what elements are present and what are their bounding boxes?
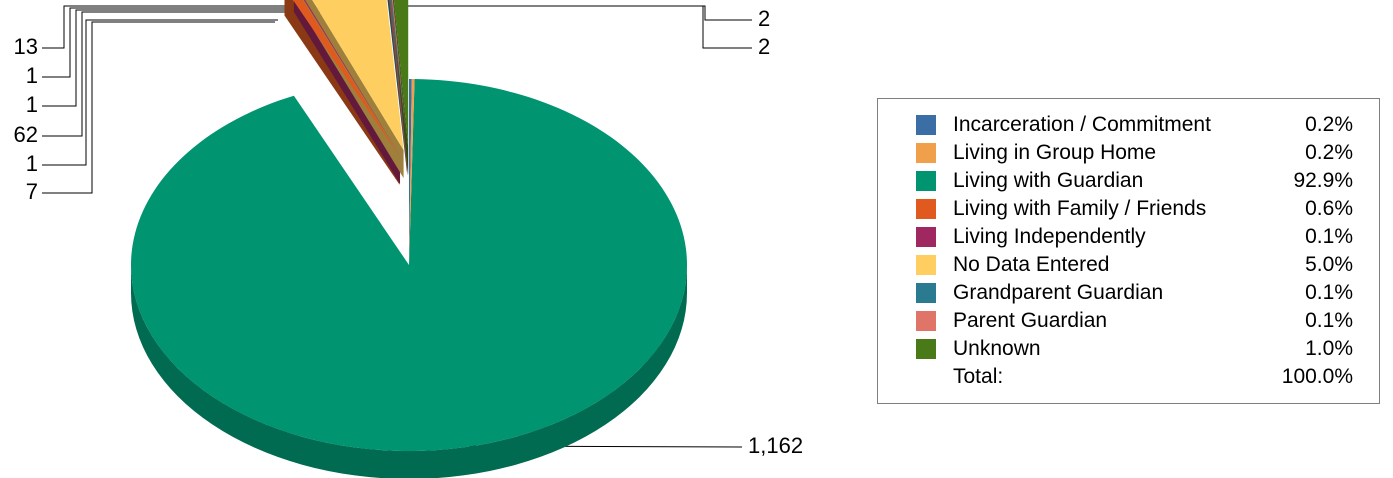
legend-item: Living in Group Home 0.2% xyxy=(878,139,1381,167)
legend-percent: 92.9% xyxy=(1293,169,1353,192)
legend-total-label: Total: xyxy=(953,365,1004,388)
legend-percent: 0.2% xyxy=(1305,141,1353,164)
legend-swatch xyxy=(916,255,936,275)
pie-slice xyxy=(393,0,409,148)
value-label: 13 xyxy=(14,34,38,59)
legend-label: Incarceration / Commitment xyxy=(953,113,1211,136)
value-label: 1,162 xyxy=(748,433,803,458)
legend-swatch xyxy=(916,199,936,219)
legend-item: Living with Family / Friends 0.6% xyxy=(878,195,1381,223)
legend-item: Grandparent Guardian 0.1% xyxy=(878,279,1381,307)
pie-slice-side xyxy=(391,0,409,176)
pie-slice xyxy=(131,79,687,451)
legend-item: Unknown 1.0% xyxy=(878,335,1381,363)
legend-percent: 1.0% xyxy=(1305,337,1353,360)
leader-line xyxy=(42,9,374,107)
legend-swatch xyxy=(916,339,936,359)
legend-label: Unknown xyxy=(953,337,1041,360)
legend-percent: 0.1% xyxy=(1305,281,1353,304)
pie-slice xyxy=(303,0,401,156)
legend-swatch xyxy=(916,171,936,191)
legend-label: Living with Guardian xyxy=(953,169,1144,192)
leader-line xyxy=(396,5,752,49)
legend-item: Incarceration / Commitment 0.2% xyxy=(878,111,1381,139)
leader-line xyxy=(400,5,752,21)
leader-line xyxy=(42,5,384,49)
leader-line xyxy=(42,21,275,194)
legend-swatch xyxy=(916,311,936,331)
legend-item: Living Independently 0.1% xyxy=(878,223,1381,251)
legend-label: No Data Entered xyxy=(953,253,1110,276)
legend-swatch xyxy=(916,115,936,135)
leader-line xyxy=(42,19,278,166)
pie-slice-side xyxy=(284,0,400,185)
pie-slices xyxy=(131,0,687,478)
legend-percent: 0.1% xyxy=(1305,225,1353,248)
legend-percent: 0.1% xyxy=(1305,309,1353,332)
pie-slice xyxy=(312,0,404,151)
legend-item: Living with Guardian 92.9% xyxy=(878,167,1381,195)
legend-percent: 5.0% xyxy=(1305,253,1353,276)
value-label: 2 xyxy=(758,6,770,31)
legend-swatch xyxy=(916,283,936,303)
legend-label: Grandparent Guardian xyxy=(953,281,1164,304)
value-label: 62 xyxy=(14,122,38,147)
value-labels: 2 2 1,162 7 1 62 1 1 13 xyxy=(14,6,804,458)
legend-total-row: Total: 100.0% xyxy=(878,363,1381,391)
value-label: 1 xyxy=(26,63,38,88)
legend-label: Living in Group Home xyxy=(953,141,1157,164)
pie-slice xyxy=(409,79,412,265)
pie-slice xyxy=(390,0,408,148)
legend: Incarceration / Commitment 0.2% Living i… xyxy=(877,98,1380,404)
legend-label: Living Independently xyxy=(953,225,1146,248)
pie-slice xyxy=(409,79,415,265)
value-label: 7 xyxy=(26,179,38,204)
legend-item: Parent Guardian 0.1% xyxy=(878,307,1381,335)
value-label: 2 xyxy=(758,34,770,59)
legend-percent: 0.6% xyxy=(1305,197,1353,220)
legend-item: No Data Entered 5.0% xyxy=(878,251,1381,279)
legend-label: Living with Family / Friends xyxy=(953,197,1207,220)
value-label: 1 xyxy=(26,92,38,117)
value-label: 1 xyxy=(26,151,38,176)
pie-slice-side xyxy=(387,0,408,176)
leader-line xyxy=(42,7,376,78)
leader-line xyxy=(42,11,320,137)
pie-slice-side xyxy=(293,0,401,184)
legend-total-value: 100.0% xyxy=(1281,365,1353,388)
legend-swatch xyxy=(916,227,936,247)
legend-swatch xyxy=(916,143,936,163)
legend-label: Parent Guardian xyxy=(953,309,1108,332)
legend-percent: 0.2% xyxy=(1305,113,1353,136)
